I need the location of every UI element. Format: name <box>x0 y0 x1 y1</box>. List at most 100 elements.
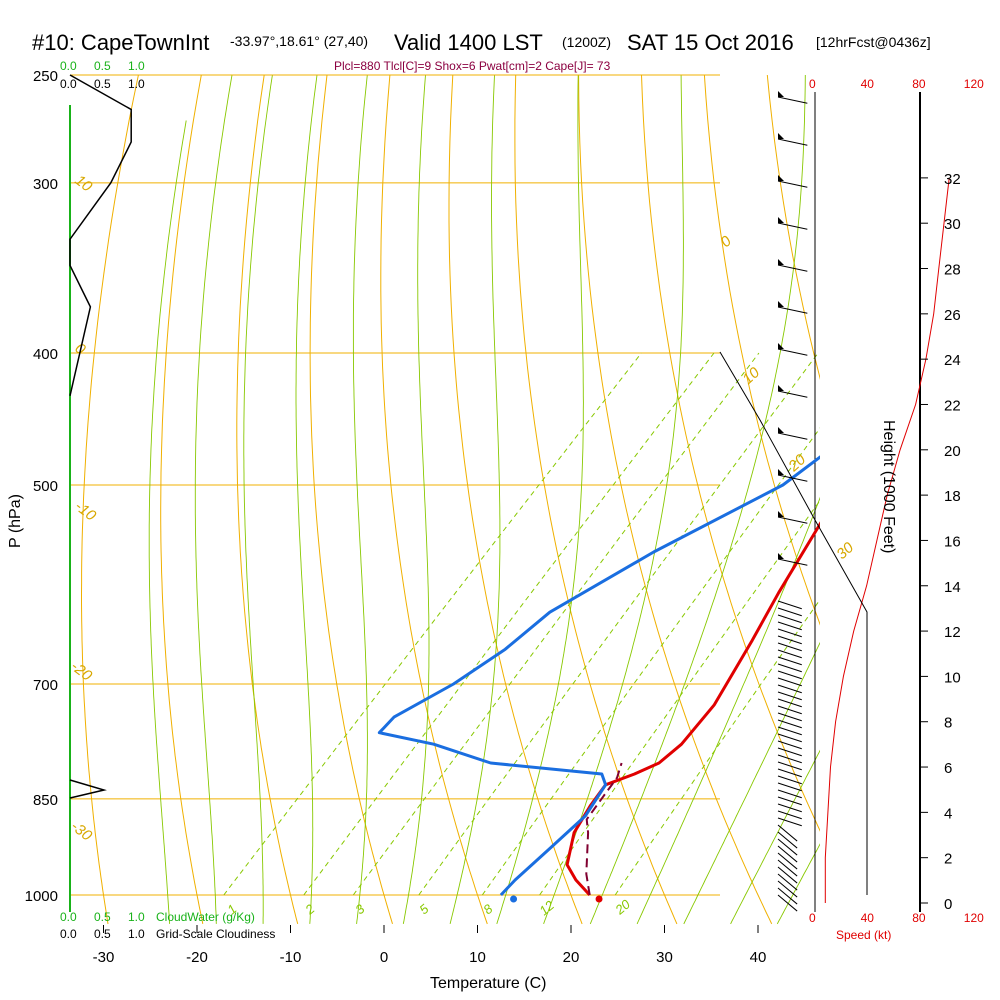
wind-barb <box>777 306 808 314</box>
wind-barb <box>777 754 802 764</box>
wind-barb-flag <box>778 259 784 265</box>
mixing-ratio-20 <box>614 598 820 896</box>
wind-barb <box>777 432 808 440</box>
temperature-tick-label: 10 <box>469 949 486 966</box>
height-tick-label: 2 <box>944 851 952 868</box>
wind-barb <box>777 796 802 806</box>
mixing-ratio-3 <box>352 352 760 896</box>
wind-barb-flag <box>778 427 784 433</box>
speed-scale-edge <box>719 351 868 895</box>
temperature-tick-label: -20 <box>186 949 208 966</box>
parcel-profile <box>585 762 623 896</box>
surface-temperature-dot <box>595 895 603 903</box>
wind-barb-flag <box>778 469 784 475</box>
wind-barb <box>777 474 808 482</box>
dry-adiabat-line <box>827 51 1000 924</box>
zulu-time: (1200Z) <box>562 34 611 50</box>
moist-adiabat-line <box>589 75 806 925</box>
wind-barb <box>777 831 798 849</box>
dry-adiabat-label: 10 <box>72 172 96 196</box>
dry-adiabat-line <box>380 75 488 925</box>
mixing-ratio-label: 8 <box>480 901 496 918</box>
wind-speed-profile <box>719 177 950 903</box>
wind-barb <box>777 838 798 856</box>
pressure-tick-label: 850 <box>33 792 58 809</box>
temperature-profile <box>565 521 820 897</box>
temperature-tick-label: 0 <box>380 949 388 966</box>
height-tick-label: 24 <box>944 352 961 369</box>
wind-barb-flag <box>778 343 784 349</box>
speed-tick-top: 80 <box>912 77 926 91</box>
moist-adiabat-line <box>352 75 368 924</box>
wind-barb <box>777 866 798 884</box>
wind-barb <box>777 607 802 617</box>
cloudiness-line <box>69 74 132 396</box>
low-cloud-line <box>69 779 107 799</box>
forecast-info: [12hrFcst@0436z] <box>816 34 931 50</box>
wind-barb <box>777 222 808 230</box>
wind-barb <box>777 887 798 905</box>
mixing-ratio-label: 20 <box>612 896 634 918</box>
wind-barb <box>777 719 802 729</box>
speed-tick-top: 120 <box>964 77 984 91</box>
wind-barb <box>777 96 808 104</box>
wind-barb <box>777 663 802 673</box>
cloud-water-scale-bottom: 0.0 <box>60 910 77 924</box>
cloudiness-scale-top: 1.0 <box>128 77 145 91</box>
wind-barb-flag <box>778 133 784 139</box>
wind-barb <box>777 348 808 356</box>
cloud-water-scale-bottom: 1.0 <box>128 910 145 924</box>
moist-adiabat-label: 10 <box>739 364 763 388</box>
cloud-water-scale-top: 0.0 <box>60 59 77 73</box>
height-tick-label: 14 <box>944 579 961 596</box>
wind-barb-flag <box>778 91 784 97</box>
wind-barb-flag <box>778 385 784 391</box>
wind-barb <box>777 705 802 715</box>
height-tick-label: 0 <box>944 896 952 913</box>
dry-adiabat-line <box>640 75 820 832</box>
wind-barbs <box>777 91 808 912</box>
moist-adiabat-line <box>496 75 584 925</box>
sounding-series <box>377 455 820 903</box>
valid-date: SAT 15 Oct 2016 <box>627 30 794 55</box>
moist-adiabat-line <box>636 496 820 925</box>
wind-barb <box>777 817 802 827</box>
wind-barb <box>777 628 802 638</box>
wind-barb <box>777 712 802 722</box>
wind-barb <box>777 390 808 398</box>
wind-barb <box>777 138 808 146</box>
mixing-ratio-lines <box>223 352 820 896</box>
dry-adiabat-line <box>448 75 583 925</box>
height-tick-label: 18 <box>944 488 961 505</box>
dry-adiabat-line <box>160 75 204 924</box>
speed-tick-bottom: 40 <box>861 911 875 925</box>
dry-adiabat-line <box>578 75 773 925</box>
wind-barb-flag <box>778 301 784 307</box>
wind-barb <box>777 698 802 708</box>
dry-adiabat-line <box>703 75 820 626</box>
cloudiness-scale-bottom: 1.0 <box>128 927 145 941</box>
wind-barb <box>777 782 802 792</box>
mixing-ratio-5 <box>418 352 819 896</box>
cloudiness-scale-bottom: 0.0 <box>60 927 77 941</box>
wind-barb <box>777 873 798 891</box>
station-coords: -33.97°,18.61° (27,40) <box>230 33 368 49</box>
wind-barb <box>777 761 802 771</box>
cloudiness-scale-top: 0.5 <box>94 77 111 91</box>
pressure-tick-label: 300 <box>33 176 58 193</box>
cloud-water-label: CloudWater (g/Kg) <box>156 910 255 924</box>
dry-adiabat-line <box>766 75 820 380</box>
x-axis-label: Temperature (C) <box>430 975 546 992</box>
wind-barb <box>777 845 798 863</box>
cloud-water-scale-top: 0.5 <box>94 59 111 73</box>
wind-barb-flag <box>778 553 784 559</box>
wind-barb <box>777 600 802 610</box>
pressure-tick-label: 500 <box>33 478 58 495</box>
wind-barb <box>777 747 802 757</box>
wind-barb <box>777 789 802 799</box>
cloudiness-label: Grid-Scale Cloudiness <box>156 927 275 941</box>
moist-adiabat-line <box>243 75 273 924</box>
height-tick-label: 28 <box>944 262 961 279</box>
height-axis-label: Height (1000 Feet) <box>880 420 897 553</box>
